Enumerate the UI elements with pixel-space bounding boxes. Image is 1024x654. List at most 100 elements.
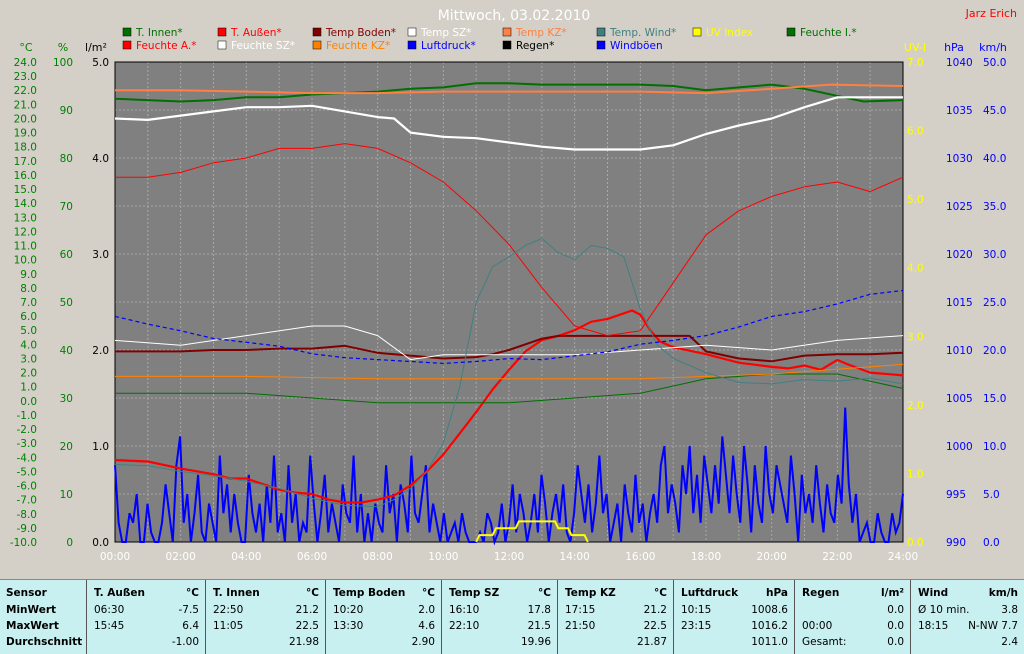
wind-tick-label: 50.0 bbox=[983, 57, 1006, 69]
temp-tick-label: 7.0 bbox=[20, 297, 37, 309]
stats-min-value: 1008.6 bbox=[751, 604, 788, 616]
stats-avg-value: 21.98 bbox=[288, 636, 319, 648]
legend-label: Luftdruck* bbox=[421, 40, 476, 52]
legend-label: Temp Boden* bbox=[325, 27, 396, 39]
pressure-axis-unit: hPa bbox=[944, 41, 964, 54]
temp-tick-label: 16.0 bbox=[14, 170, 37, 182]
temp-tick-label: 2.0 bbox=[20, 368, 37, 380]
stats-column-t-au-en: T. Außen °C 06:30 -7.5 15:45 6.4 -1.00 bbox=[86, 580, 206, 654]
temp-axis-unit: °C bbox=[19, 41, 33, 54]
legend-swatch bbox=[596, 40, 606, 50]
uv-axis-unit: UV-I bbox=[904, 41, 926, 54]
series-windboeen bbox=[114, 407, 904, 546]
x-tick-label: 14:00 bbox=[560, 551, 590, 563]
x-tick-label: 00:00 bbox=[100, 551, 130, 563]
uv-tick-label: 2.0 bbox=[907, 400, 924, 412]
stats-min-value: 21.2 bbox=[643, 604, 667, 616]
legend-label: Temp SZ* bbox=[420, 27, 471, 39]
wind-tick-label: 20.0 bbox=[983, 345, 1006, 357]
statistics-panel: Sensor MinWert MaxWert Durchschnitt T. A… bbox=[0, 579, 1024, 654]
pressure-tick-label: 1000 bbox=[946, 441, 973, 453]
temp-tick-label: 10.0 bbox=[14, 255, 37, 267]
temp-tick-label: -10.0 bbox=[10, 537, 37, 549]
temp-tick-label: -8.0 bbox=[17, 509, 38, 521]
stats-column-wind: Wind km/h Ø 10 min. 3.8 18:15 N-NW 7.7 2.4 bbox=[910, 580, 1024, 654]
weather-chart: -10.0 -9.0 -8.0 -7.0 -6.0 -5.0 -4.0 -3.0 -2.0 -1.… bbox=[10, 7, 1017, 563]
temp-tick-label: 14.0 bbox=[14, 198, 37, 210]
temp-tick-label: 15.0 bbox=[14, 184, 37, 196]
humidity-axis-unit: % bbox=[58, 41, 68, 54]
rain-tick-label: 0.0 bbox=[92, 537, 109, 549]
series-feuchte-a- bbox=[115, 143, 904, 337]
wind-tick-label: 15.0 bbox=[983, 393, 1006, 405]
stats-max-value: 1016.2 bbox=[751, 620, 788, 632]
stats-min-value: 21.2 bbox=[295, 604, 319, 616]
temp-tick-label: -6.0 bbox=[17, 481, 38, 493]
stats-max-time: 21:50 bbox=[565, 620, 596, 632]
stats-column-regen: Regen l/m² 00:00 0.0 Gesamt: 0.0 0.0 bbox=[794, 580, 911, 654]
temp-tick-label: 22.0 bbox=[14, 85, 37, 97]
rain-axis-unit: l/m² bbox=[85, 41, 107, 54]
wind-tick-label: 30.0 bbox=[983, 249, 1006, 261]
stats-max-time: 00:00 bbox=[802, 620, 833, 632]
stats-max-value: N-NW 7.7 bbox=[968, 620, 1018, 632]
temp-tick-label: 5.0 bbox=[20, 325, 37, 337]
x-tick-label: 06:00 bbox=[297, 551, 327, 563]
rain-tick-label: 3.0 bbox=[92, 249, 109, 261]
legend-swatch bbox=[502, 40, 512, 50]
stats-avg-value: 19.96 bbox=[520, 636, 551, 648]
pressure-tick-label: 995 bbox=[946, 489, 966, 501]
humidity-tick-label: 70 bbox=[60, 201, 73, 213]
stats-unit: l/m² bbox=[881, 587, 904, 599]
temp-tick-label: 24.0 bbox=[14, 57, 37, 69]
uv-tick-label: 6.0 bbox=[907, 126, 924, 138]
stats-min-value: 2.0 bbox=[418, 604, 435, 616]
legend-label: T. Innen* bbox=[135, 27, 183, 39]
stats-min-value: 3.8 bbox=[1001, 604, 1018, 616]
legend-swatch bbox=[407, 40, 417, 50]
series-temp-wind bbox=[114, 238, 904, 508]
x-tick-label: 24:00 bbox=[888, 551, 918, 563]
temp-tick-label: 20.0 bbox=[14, 113, 37, 125]
legend-swatch bbox=[122, 27, 132, 37]
stats-avg-label: Gesamt: bbox=[802, 636, 847, 648]
humidity-tick-label: 100 bbox=[53, 57, 73, 69]
pressure-tick-label: 1030 bbox=[946, 153, 973, 165]
legend-label: UV Index bbox=[706, 27, 753, 39]
stats-unit: °C bbox=[538, 587, 551, 599]
humidity-tick-label: 20 bbox=[60, 441, 73, 453]
legend-swatch bbox=[312, 40, 322, 50]
legend-label: Windböen bbox=[610, 40, 663, 52]
temp-tick-label: 3.0 bbox=[20, 353, 37, 365]
x-tick-label: 02:00 bbox=[166, 551, 196, 563]
x-tick-label: 12:00 bbox=[494, 551, 524, 563]
wind-tick-label: 40.0 bbox=[983, 153, 1006, 165]
x-tick-label: 08:00 bbox=[363, 551, 393, 563]
stats-column-t-innen: T. Innen °C 22:50 21.2 11:05 22.5 21.98 bbox=[205, 580, 326, 654]
uv-tick-label: 5.0 bbox=[907, 194, 924, 206]
legend-label: Regen* bbox=[516, 40, 554, 52]
uv-tick-label: 3.0 bbox=[907, 331, 924, 343]
stats-min-value: -7.5 bbox=[178, 604, 200, 616]
stats-max-value: 0.0 bbox=[887, 620, 904, 632]
temp-tick-label: 17.0 bbox=[14, 156, 37, 168]
x-axis: 00:00 02:00 04:00 06:00 08:00 10:00 12:00 14:00… bbox=[100, 551, 918, 563]
stats-max-time: 23:15 bbox=[681, 620, 712, 632]
series-t-au-en bbox=[114, 309, 904, 504]
temp-tick-label: -7.0 bbox=[17, 495, 38, 507]
grid bbox=[114, 61, 904, 543]
row-label-sensor: Sensor bbox=[6, 587, 47, 599]
stats-max-value: 4.6 bbox=[418, 620, 435, 632]
legend-swatch bbox=[217, 40, 227, 50]
stats-max-time: 18:15 bbox=[918, 620, 949, 632]
stats-header: T. Innen bbox=[213, 587, 260, 599]
stats-column-temp-kz: Temp KZ °C 17:15 21.2 21:50 22.5 21.87 bbox=[557, 580, 674, 654]
temp-tick-label: 12.0 bbox=[14, 226, 37, 238]
series-temp-boden bbox=[115, 334, 904, 363]
stats-avg-value: -1.00 bbox=[171, 636, 199, 648]
author-label: Jarz Erich bbox=[965, 7, 1017, 20]
wind-tick-label: 35.0 bbox=[983, 201, 1006, 213]
pressure-tick-label: 990 bbox=[946, 537, 966, 549]
pressure-tick-label: 1010 bbox=[946, 345, 973, 357]
wind-tick-label: 25.0 bbox=[983, 297, 1006, 309]
